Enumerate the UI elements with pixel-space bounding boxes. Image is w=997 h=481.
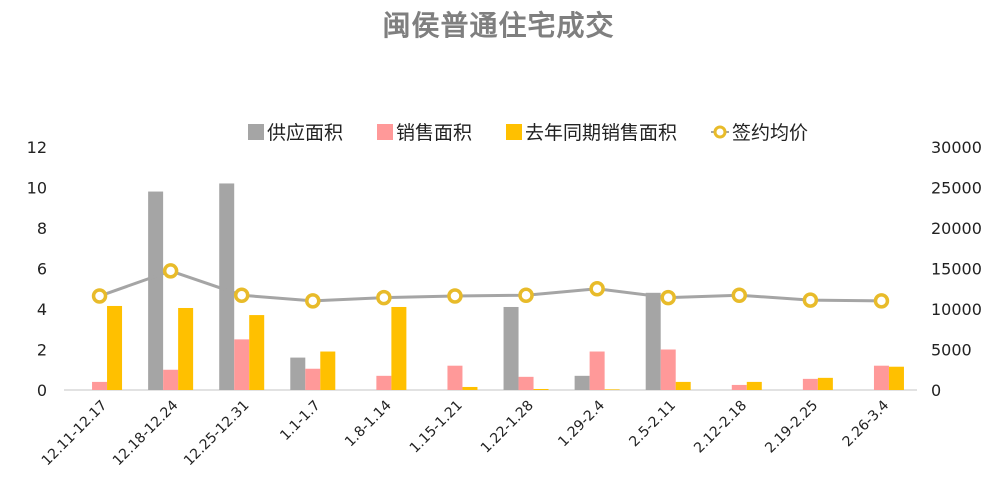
bar	[604, 389, 620, 390]
legend-marker-icon	[711, 123, 730, 141]
x-tick-label: 12.25-12.31	[181, 398, 253, 470]
y-right-tick: 20000	[931, 219, 982, 238]
bar	[660, 349, 676, 390]
x-tick-label: 2.26-3.4	[840, 397, 893, 450]
y-right-tick: 10000	[931, 300, 982, 319]
price-marker	[233, 287, 250, 303]
bar	[219, 183, 235, 390]
y-left-tick: 2	[37, 341, 47, 360]
price-marker	[802, 292, 819, 308]
x-tick-label: 1.22-1.28	[478, 398, 537, 457]
bar	[305, 368, 321, 390]
bar	[447, 365, 463, 390]
bar	[731, 384, 747, 390]
price-marker	[305, 293, 321, 309]
chart-legend: 供应面积 销售面积 去年同期销售面积 签约均价	[248, 118, 842, 145]
legend-label: 去年同期销售面积	[525, 122, 678, 144]
bar	[107, 305, 123, 390]
price-marker	[447, 288, 463, 304]
bar	[320, 351, 336, 390]
legend-swatch-supply	[248, 123, 264, 140]
y-right-tick: 5000	[931, 341, 972, 360]
bar	[746, 381, 762, 390]
x-tick-label: 1.1-1.7	[277, 398, 323, 444]
bar	[376, 375, 392, 390]
bar	[817, 377, 833, 390]
bar	[645, 292, 661, 390]
legend-label: 供应面积	[267, 122, 344, 144]
y-right-tick: 30000	[931, 138, 982, 157]
y-left-tick: 12	[27, 138, 47, 157]
bar	[92, 381, 108, 390]
legend-item-price: 签约均价	[711, 118, 808, 145]
chart-title: 闽侯普通住宅成交	[382, 9, 615, 42]
price-marker	[162, 263, 179, 279]
price-marker	[376, 289, 392, 306]
bar	[574, 375, 590, 390]
legend-swatch-lastyear	[506, 123, 523, 140]
legend-label: 销售面积	[396, 122, 473, 144]
y-left-tick: 8	[37, 219, 47, 238]
bar	[503, 306, 519, 390]
bar	[178, 307, 194, 390]
price-line	[99, 269, 882, 303]
price-marker	[91, 288, 108, 304]
bar	[234, 339, 250, 390]
legend-item-supply: 供应面积	[248, 118, 343, 145]
x-tick-label: 2.5-2.11	[626, 398, 679, 451]
bar	[391, 306, 407, 390]
bar	[802, 378, 818, 390]
y-left-tick: 0	[37, 381, 47, 400]
x-tick-label: 12.11-12.17	[39, 398, 111, 470]
price-marker	[589, 281, 605, 297]
price-marker	[731, 287, 748, 303]
price-marker	[660, 289, 676, 306]
x-tick-label: 1.29-2.4	[555, 397, 608, 450]
bar	[163, 369, 179, 390]
y-left-tick: 10	[27, 179, 47, 198]
price-marker	[518, 287, 534, 303]
x-tick-label: 2.19-2.25	[762, 398, 821, 457]
y-right-tick: 0	[931, 381, 941, 400]
x-tick-label: 1.15-1.21	[407, 398, 466, 457]
bar	[675, 381, 691, 390]
bar	[873, 365, 889, 390]
y-left-tick: 4	[37, 300, 47, 319]
x-tick-label: 1.8-1.14	[342, 397, 395, 450]
bar	[589, 351, 605, 390]
bar	[249, 315, 265, 390]
legend-label: 签约均价	[732, 122, 809, 144]
y-right-tick: 25000	[931, 179, 982, 198]
bar	[518, 376, 534, 390]
legend-item-lastyear: 去年同期销售面积	[506, 118, 677, 145]
bar	[533, 388, 549, 390]
price-marker	[873, 293, 890, 309]
x-tick-label: 12.18-12.24	[110, 397, 182, 469]
bar	[290, 357, 306, 390]
y-left-tick: 6	[37, 260, 47, 279]
bar	[148, 191, 164, 390]
bar	[462, 386, 478, 390]
bar	[888, 366, 904, 390]
legend-item-sales: 销售面积	[377, 118, 472, 145]
legend-swatch-sales	[377, 123, 394, 140]
x-tick-label: 2.12-2.18	[691, 398, 750, 457]
y-right-tick: 15000	[931, 260, 982, 279]
